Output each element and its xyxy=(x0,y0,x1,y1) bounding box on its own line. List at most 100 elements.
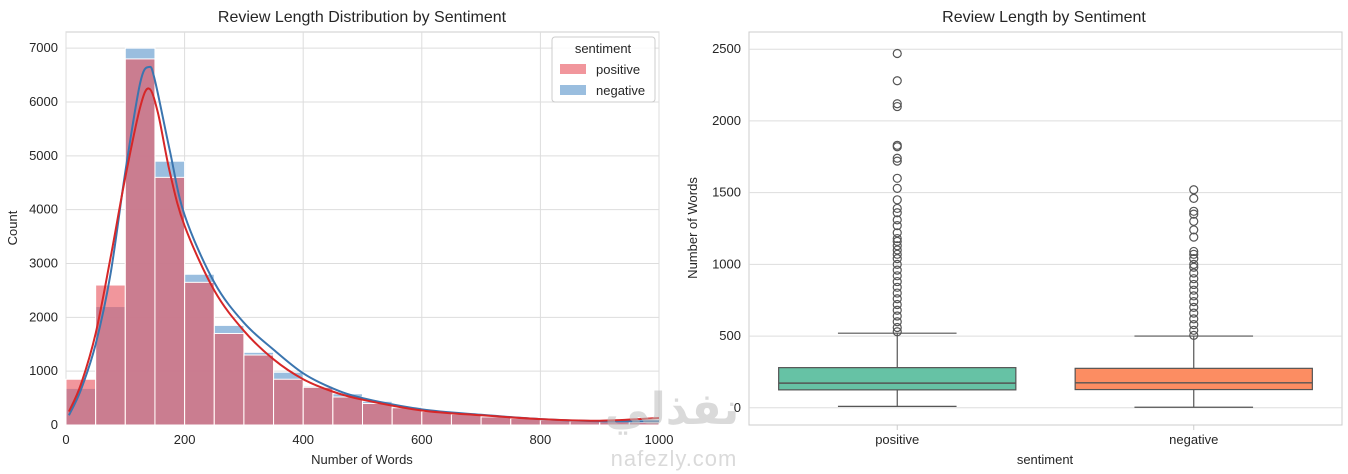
boxplot-plot-frame xyxy=(748,31,1343,426)
x-tick-label: 400 xyxy=(292,432,314,447)
bar-positive xyxy=(124,58,156,426)
box-negative xyxy=(1074,185,1313,408)
legend-title: sentiment xyxy=(575,41,632,56)
bar-positive xyxy=(362,402,393,426)
x-tick-label: 1000 xyxy=(645,432,674,447)
outlier-point xyxy=(1189,185,1199,195)
outlier-point xyxy=(892,249,902,259)
bar-positive xyxy=(95,284,126,426)
outlier-point xyxy=(892,245,902,255)
y-tick-label: 500 xyxy=(719,328,741,343)
boxplot-x-label: sentiment xyxy=(1017,452,1074,467)
y-tick-label: 6000 xyxy=(29,94,58,109)
outlier-point xyxy=(892,203,902,214)
outlier-point xyxy=(892,76,902,86)
outlier-point xyxy=(1189,216,1199,226)
outlier-point xyxy=(892,221,902,231)
outlier-point xyxy=(892,259,902,269)
watermark: نفذلي nafezly.com xyxy=(605,385,740,471)
watermark-brand-latin: nafezly.com xyxy=(611,446,738,471)
bar-positive xyxy=(273,378,304,426)
bar-positive xyxy=(243,354,275,426)
histogram-ticks: 0 200 400 600 800 1000 0 1000 2000 3000 4000 5000 60… xyxy=(29,40,673,447)
y-tick-label: 0 xyxy=(51,417,58,432)
y-tick-label: 5000 xyxy=(29,148,58,163)
outlier-point xyxy=(892,156,902,166)
outlier-point xyxy=(892,282,902,292)
outlier-point xyxy=(892,215,902,225)
outlier-point xyxy=(892,241,902,251)
box-positive xyxy=(778,48,1017,407)
outlier-point xyxy=(892,208,902,218)
boxplot-panel: Review Length by Sentiment 0 500 1000 1500 2… xyxy=(685,9,1343,467)
x-tick-label: 0 xyxy=(62,432,69,447)
y-tick-label: 2500 xyxy=(712,41,741,56)
bar-positive xyxy=(184,281,215,426)
y-tick-label: 2000 xyxy=(29,309,58,324)
outlier-point xyxy=(1189,308,1199,318)
y-tick-label: 3000 xyxy=(29,255,58,270)
histogram-x-label: Number of Words xyxy=(311,452,413,467)
boxplot-title: Review Length by Sentiment xyxy=(942,9,1146,26)
histogram-grid xyxy=(65,32,660,426)
outlier-point xyxy=(892,228,902,238)
outlier-point xyxy=(1189,297,1199,307)
outlier-point xyxy=(892,195,902,205)
outlier-point xyxy=(892,254,902,264)
outlier-point xyxy=(892,265,902,275)
outlier-point xyxy=(892,276,902,287)
legend-swatch-positive xyxy=(560,64,586,74)
y-tick-label: 1000 xyxy=(712,256,741,271)
bar-positive xyxy=(332,396,364,426)
outlier-point xyxy=(892,327,902,337)
outlier-point xyxy=(1189,325,1199,335)
outlier-point xyxy=(892,299,902,310)
x-tick-label: positive xyxy=(875,432,919,447)
y-tick-label: 7000 xyxy=(29,40,58,55)
outlier-point xyxy=(1189,246,1199,257)
outlier-point xyxy=(1189,225,1199,235)
outlier-point xyxy=(1189,319,1199,330)
outlier-point xyxy=(1189,314,1199,324)
outlier-point xyxy=(1189,206,1199,216)
x-tick-label: 800 xyxy=(530,432,552,447)
boxplot-grid xyxy=(749,48,1342,409)
y-tick-label: 0 xyxy=(734,400,741,415)
boxplot-y-label: Number of Words xyxy=(685,177,700,279)
outlier-point xyxy=(892,288,902,298)
histogram-kde-lines xyxy=(68,65,660,423)
outlier-point xyxy=(1189,232,1199,242)
outlier-point xyxy=(892,153,902,163)
outlier-point xyxy=(892,317,902,327)
y-tick-label: 4000 xyxy=(29,202,58,217)
outlier-point xyxy=(892,236,902,247)
outlier-point xyxy=(1189,262,1199,272)
y-tick-label: 1000 xyxy=(29,363,58,378)
outlier-point xyxy=(892,101,902,112)
legend-label-negative: negative xyxy=(596,83,645,98)
histogram-y-label: Count xyxy=(5,210,20,245)
x-tick-label: 600 xyxy=(411,432,433,447)
histogram-legend: sentiment positive negative xyxy=(551,36,656,103)
outlier-point xyxy=(1189,302,1199,312)
outlier-point xyxy=(892,48,902,59)
outlier-point xyxy=(1189,285,1199,295)
outlier-point xyxy=(1189,291,1199,301)
watermark-brand-arabic: نفذلي xyxy=(605,385,740,435)
bar-positive xyxy=(302,386,334,426)
outlier-point xyxy=(892,311,902,321)
bar-positive xyxy=(628,421,660,426)
outlier-point xyxy=(892,233,902,244)
boxplot-ticks: 0 500 1000 1500 2000 2500 positive negative xyxy=(712,41,1218,447)
outlier-point xyxy=(1189,254,1199,264)
histogram-panel: Review Length Distribution by Sentiment … xyxy=(5,9,673,467)
outlier-point xyxy=(1189,193,1199,203)
legend-swatch-negative xyxy=(560,85,586,95)
x-tick-label: negative xyxy=(1169,432,1218,447)
outlier-point xyxy=(1189,209,1199,219)
outlier-point xyxy=(892,271,902,281)
outlier-point xyxy=(892,183,902,193)
outlier-point xyxy=(1189,330,1199,340)
outlier-point xyxy=(1189,259,1199,269)
outlier-point xyxy=(1189,279,1199,290)
